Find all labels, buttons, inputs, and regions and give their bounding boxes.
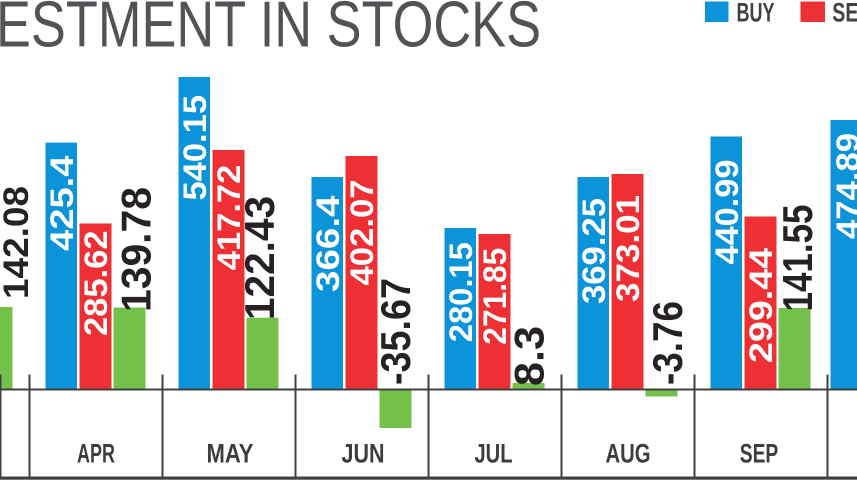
svg-text:AUG: AUG: [606, 438, 651, 468]
svg-text:141.55: 141.55: [774, 205, 821, 312]
svg-text:SEP: SEP: [740, 438, 779, 468]
svg-text:MAY: MAY: [207, 438, 254, 468]
svg-text:8.3: 8.3: [506, 326, 553, 386]
svg-text:APR: APR: [77, 438, 115, 468]
svg-text:540.15: 540.15: [177, 95, 213, 201]
svg-text:139.78: 139.78: [113, 187, 160, 312]
svg-text:ESTMENT IN STOCKS: ESTMENT IN STOCKS: [0, 0, 541, 60]
svg-text:-35.67: -35.67: [372, 278, 419, 385]
svg-text:285.62: 285.62: [78, 231, 114, 337]
svg-text:425.4: 425.4: [44, 155, 80, 251]
svg-text:369.25: 369.25: [576, 198, 612, 304]
svg-text:271.85: 271.85: [477, 248, 513, 345]
svg-text:JUN: JUN: [342, 438, 385, 468]
svg-text:299.44: 299.44: [743, 248, 779, 363]
svg-text:402.07: 402.07: [344, 180, 380, 286]
svg-text:SELL: SELL: [832, 0, 857, 28]
svg-text:474.89: 474.89: [830, 133, 857, 239]
svg-text:JUL: JUL: [475, 438, 513, 468]
svg-text:142.08: 142.08: [0, 186, 36, 299]
svg-text:440.99: 440.99: [709, 160, 745, 265]
svg-text:BUY: BUY: [737, 0, 775, 28]
svg-text:373.01: 373.01: [610, 195, 646, 302]
svg-text:280.15: 280.15: [443, 242, 479, 342]
svg-text:417.72: 417.72: [211, 165, 247, 271]
svg-text:366.4: 366.4: [310, 195, 346, 292]
svg-text:122.43: 122.43: [236, 196, 283, 320]
svg-text:-3.76: -3.76: [644, 301, 691, 385]
